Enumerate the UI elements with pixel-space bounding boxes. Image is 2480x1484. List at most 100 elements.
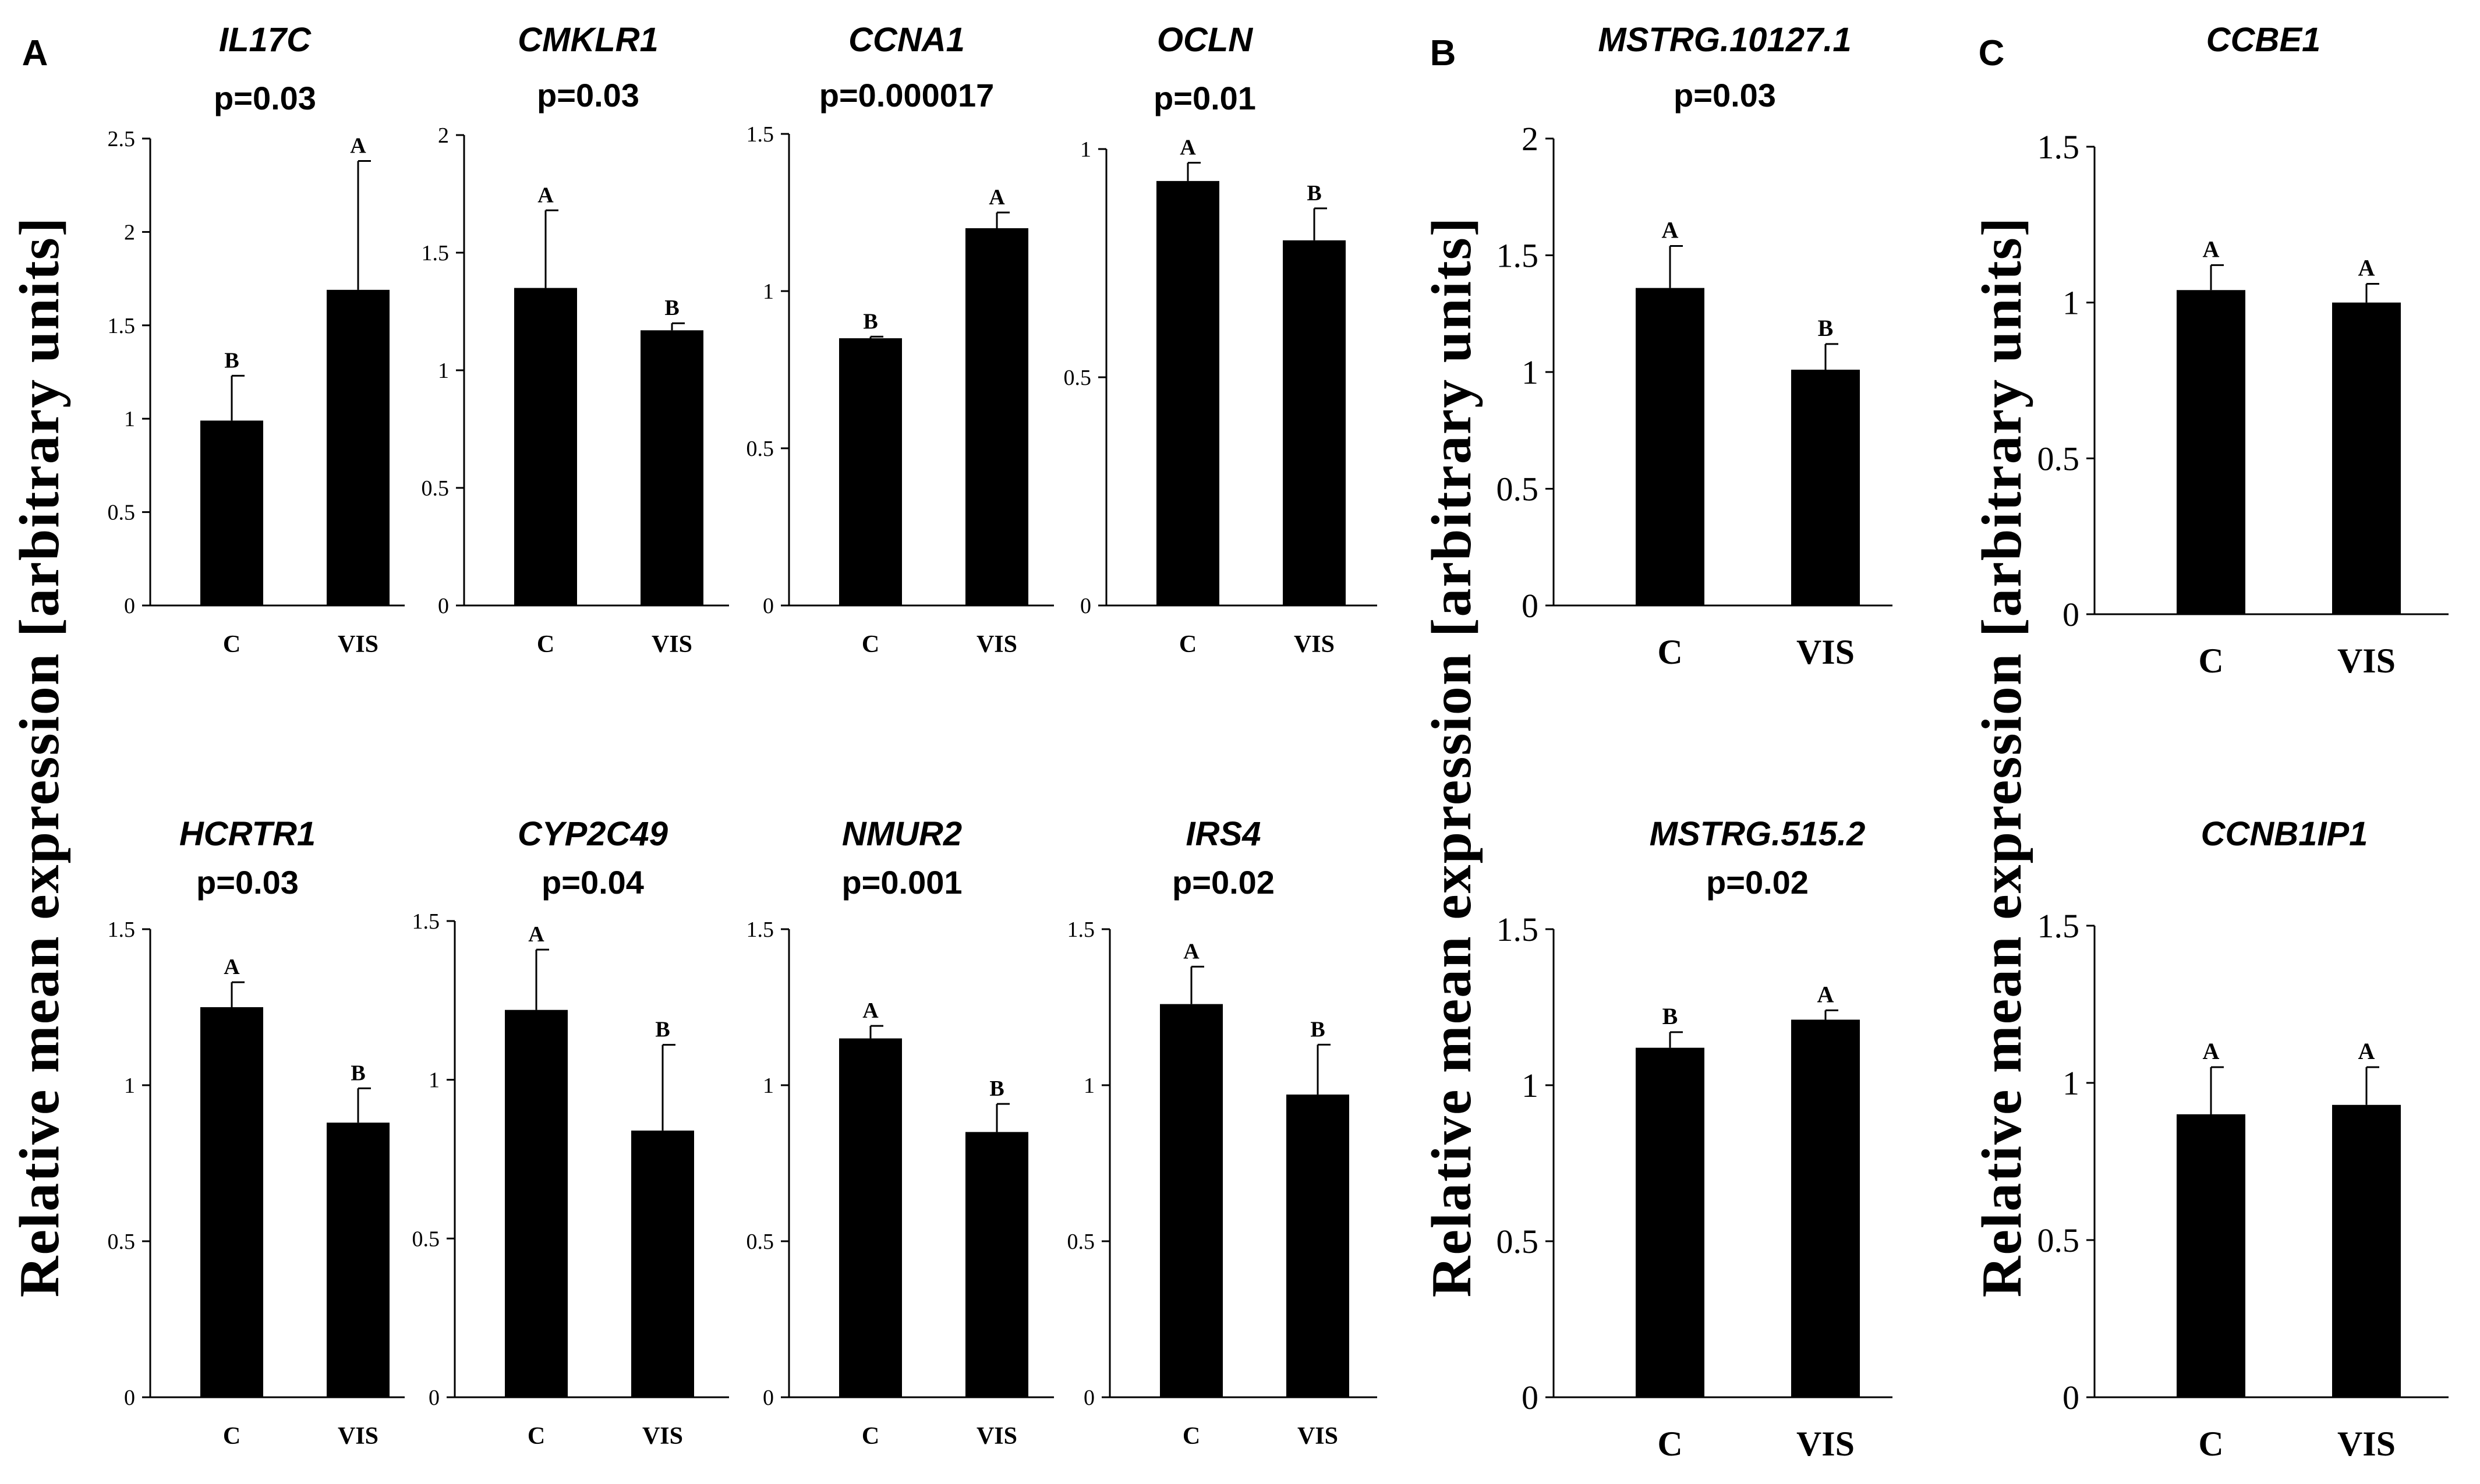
y-tick-label: 0.5 [2037, 1221, 2080, 1259]
chart-title: HCRTR1 [179, 815, 316, 853]
chart-ccnb1ip1: CCNB1IP1 0 0.5 1 1.5 A C A VIS [2037, 815, 2449, 1463]
y-tick-label: 0 [2062, 596, 2079, 633]
y-tick-label: 2 [438, 123, 449, 148]
y-tick-label: 1 [1522, 353, 1538, 391]
bar-vis [641, 330, 703, 605]
bar-vis [631, 1130, 694, 1397]
significance-letter: A [1183, 939, 1200, 964]
chart-ccna1: CCNA1 p=0.000017 0 0.5 1 1.5 B C A VIS [747, 21, 1054, 658]
x-tick-label: C [862, 631, 879, 658]
bar-vis [1791, 1019, 1860, 1397]
bar-vis [965, 1132, 1028, 1397]
x-tick-label: VIS [977, 1423, 1017, 1450]
y-tick-label: 1 [763, 1074, 774, 1098]
chart-title: MSTRG.10127.1 [1598, 21, 1851, 59]
significance-letter: B [224, 348, 239, 373]
y-tick-label: 1.5 [412, 909, 440, 934]
chart-cmklr1: CMKLR1 p=0.03 0 0.5 1 1.5 2 A C B VIS [422, 21, 729, 658]
y-tick-label: 1 [438, 359, 449, 383]
bar-vis [1286, 1095, 1349, 1397]
chart-il17c: IL17C p=0.03 0 0.5 1 1.5 2 2.5 B C A VIS [108, 21, 405, 658]
y-tick-label: 0.5 [1497, 1223, 1539, 1260]
y-tick-label: 1.5 [2037, 128, 2080, 166]
chart-ocln: OCLN p=0.01 0 0.5 1 A C B VIS [1064, 21, 1377, 658]
bar-vis [327, 289, 390, 605]
y-tick-label: 0 [2062, 1379, 2079, 1416]
chart-mstrg-515-2: MSTRG.515.2 p=0.02 0 0.5 1 1.5 B C A VIS [1497, 815, 1892, 1463]
x-tick-label: VIS [1294, 631, 1335, 658]
bar-c [1636, 288, 1704, 605]
significance-letter: B [664, 296, 679, 320]
x-tick-label: C [1657, 1425, 1682, 1463]
bar-c [1160, 1004, 1223, 1397]
significance-letter: B [351, 1061, 365, 1085]
chart-title: IRS4 [1186, 815, 1261, 853]
y-tick-label: 1 [2062, 284, 2079, 322]
x-tick-label: C [1183, 1423, 1200, 1450]
chart-title: CCNB1IP1 [2201, 815, 2368, 853]
chart-hcrtr1: HCRTR1 p=0.03 0 0.5 1 1.5 A C B VIS [108, 815, 405, 1450]
significance-letter: B [1310, 1017, 1325, 1042]
significance-letter: A [2358, 255, 2375, 281]
p-value-label: p=0.03 [1674, 77, 1776, 114]
y-tick-label: 1.5 [108, 314, 136, 338]
bar-vis [2332, 1104, 2401, 1397]
significance-letter: A [862, 998, 879, 1023]
y-tick-label: 2.5 [108, 127, 136, 151]
significance-letter: A [2203, 1038, 2220, 1064]
y-tick-label: 0 [1522, 587, 1538, 625]
y-tick-label: 0.5 [1067, 1230, 1095, 1254]
y-tick-label: 0 [763, 594, 774, 618]
y-tick-label: 0.5 [412, 1227, 440, 1251]
panel-letter-c: C [1979, 33, 2005, 73]
y-tick-label: 1 [763, 279, 774, 304]
y-tick-label: 0.5 [422, 476, 450, 501]
chart-title: CCNA1 [848, 21, 965, 59]
x-tick-label: C [1657, 633, 1682, 671]
chart-nmur2: NMUR2 p=0.001 0 0.5 1 1.5 A C B VIS [747, 815, 1054, 1450]
y-tick-label: 2 [1522, 120, 1538, 158]
y-tick-label: 1 [1084, 1074, 1095, 1098]
y-tick-label: 0.5 [1064, 366, 1092, 390]
y-tick-label: 1 [429, 1068, 440, 1093]
y-tick-label: 1 [2062, 1064, 2079, 1102]
x-tick-label: C [528, 1423, 545, 1450]
y-tick-label: 0 [429, 1386, 440, 1410]
x-tick-label: VIS [338, 1423, 378, 1450]
chart-title: IL17C [219, 21, 312, 59]
y-tick-label: 2 [124, 220, 135, 245]
y-tick-label: 1 [124, 1074, 135, 1098]
significance-letter: B [989, 1076, 1004, 1101]
bar-c [1156, 180, 1219, 605]
chart-irs4: IRS4 p=0.02 0 0.5 1 1.5 A C B VIS [1067, 815, 1377, 1450]
x-tick-label: VIS [2337, 1425, 2396, 1463]
significance-letter: B [863, 309, 878, 334]
bar-c [839, 1038, 902, 1397]
x-tick-label: VIS [1796, 1425, 1855, 1463]
x-tick-label: VIS [2337, 642, 2396, 680]
y-tick-label: 1.5 [747, 918, 774, 942]
y-tick-label: 1.5 [1067, 918, 1095, 942]
p-value-label: p=0.02 [1706, 864, 1809, 901]
y-tick-label: 0 [124, 1386, 135, 1410]
chart-title: CCBE1 [2206, 21, 2321, 59]
significance-letter: B [655, 1018, 670, 1042]
bar-c [200, 1007, 263, 1397]
chart-title: CYP2C49 [518, 815, 668, 853]
bar-c [1636, 1047, 1704, 1397]
chart-title: OCLN [1157, 21, 1253, 59]
y-tick-label: 0.5 [747, 1230, 774, 1254]
significance-letter: B [1818, 315, 1834, 341]
p-value-label: p=0.01 [1154, 80, 1256, 116]
x-tick-label: VIS [338, 631, 378, 658]
y-tick-label: 0.5 [108, 1230, 136, 1254]
y-tick-label: 0.5 [108, 501, 136, 525]
bar-c [514, 288, 577, 606]
x-tick-label: VIS [1796, 633, 1855, 671]
significance-letter: A [528, 922, 544, 947]
bar-vis [965, 228, 1028, 605]
bar-c [505, 1010, 568, 1397]
y-tick-label: 1.5 [2037, 907, 2080, 945]
p-value-label: p=0.04 [542, 864, 644, 901]
